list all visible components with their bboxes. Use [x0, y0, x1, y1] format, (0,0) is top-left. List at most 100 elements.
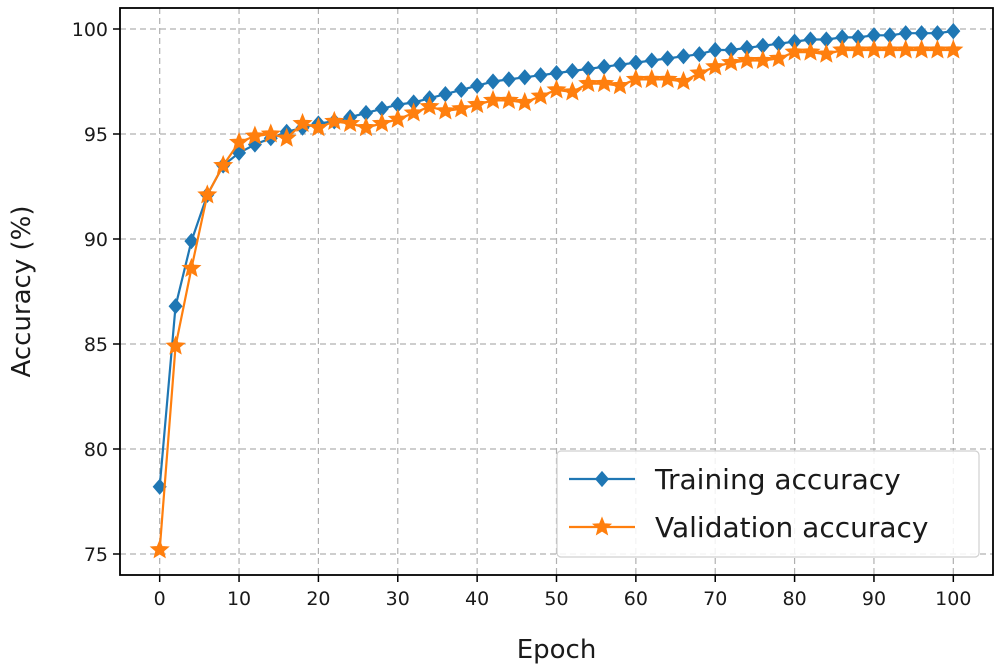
data-point: [517, 69, 532, 86]
data-point: [451, 98, 472, 118]
y-tick-label: 100: [72, 19, 108, 41]
data-point: [692, 46, 707, 63]
data-point: [736, 49, 758, 70]
data-point: [644, 52, 659, 69]
data-point: [943, 39, 964, 59]
data-point: [863, 39, 885, 59]
data-point: [832, 39, 853, 59]
data-point: [562, 81, 583, 101]
data-point: [485, 73, 501, 90]
x-axis-title: Epoch: [517, 635, 597, 665]
legend-box: [556, 450, 980, 558]
y-tick-label: 90: [84, 229, 108, 251]
x-tick-label: 40: [465, 588, 489, 610]
data-point: [660, 50, 675, 67]
y-axis-title: Accuracy (%): [7, 206, 37, 378]
data-point: [625, 68, 646, 88]
x-tick-label: 80: [782, 588, 806, 610]
data-point: [355, 117, 377, 137]
x-tick-label: 30: [386, 588, 410, 610]
data-point: [930, 25, 945, 42]
data-point: [628, 54, 643, 71]
y-tick-label: 80: [84, 439, 108, 461]
data-point: [705, 56, 726, 76]
data-point: [895, 39, 916, 59]
x-tick-label: 70: [703, 588, 727, 610]
legend: Training accuracy Validation accuracy: [556, 450, 980, 558]
data-point: [530, 85, 551, 105]
x-tick-label: 0: [154, 588, 166, 610]
data-point: [197, 184, 218, 204]
data-point: [371, 112, 392, 133]
data-point: [292, 112, 313, 133]
data-point: [721, 52, 742, 72]
data-point: [181, 257, 202, 277]
x-tick-label: 10: [227, 588, 251, 610]
legend-marker: [591, 516, 613, 536]
data-point: [419, 96, 440, 116]
data-point: [244, 125, 265, 145]
data-point: [641, 68, 662, 88]
y-tick-label: 75: [84, 544, 108, 566]
y-tick-label: 85: [84, 334, 108, 356]
series-validation: [149, 39, 964, 559]
data-point: [467, 94, 488, 114]
data-point: [708, 41, 723, 59]
legend-marker: [594, 470, 610, 488]
data-point: [546, 79, 567, 99]
data-point: [848, 39, 869, 59]
data-point: [609, 75, 631, 95]
data-point: [657, 68, 678, 88]
data-point: [501, 71, 516, 88]
legend-label: Training accuracy: [654, 463, 901, 496]
data-point: [454, 81, 469, 99]
data-point: [565, 62, 580, 80]
data-point: [533, 67, 548, 84]
x-tick-label: 50: [544, 588, 568, 610]
x-tick-label: 60: [624, 588, 648, 610]
data-point: [946, 22, 961, 40]
data-point: [768, 47, 789, 67]
series-layer: [149, 22, 964, 559]
data-point: [498, 89, 519, 109]
data-point: [594, 73, 615, 93]
data-point: [324, 110, 345, 130]
legend-item: Training accuracy: [569, 463, 901, 496]
data-point: [927, 39, 948, 59]
data-point: [911, 39, 932, 59]
data-point: [898, 25, 913, 42]
data-point: [149, 539, 170, 559]
ticks: 0 10 20 30 40 50 60 70 80 90 100 75 80 85 90 95 100: [72, 19, 972, 610]
data-point: [482, 89, 504, 109]
data-point: [549, 64, 564, 82]
data-point: [676, 48, 691, 65]
x-tick-label: 100: [935, 588, 971, 610]
x-tick-label: 20: [306, 588, 330, 610]
legend-label: Validation accuracy: [655, 511, 929, 544]
data-point: [168, 298, 183, 315]
data-point: [435, 100, 456, 120]
data-point: [752, 49, 773, 70]
data-point: [260, 123, 281, 143]
data-point: [387, 108, 408, 128]
data-point: [514, 91, 535, 112]
data-point: [470, 77, 485, 94]
data-point: [879, 39, 900, 59]
x-tick-label: 90: [862, 588, 886, 610]
data-point: [689, 62, 710, 82]
data-point: [914, 25, 929, 42]
data-point: [228, 131, 250, 151]
data-point: [784, 41, 805, 61]
data-point: [308, 117, 329, 137]
data-point: [213, 154, 234, 175]
data-point: [403, 102, 424, 122]
data-point: [165, 335, 186, 355]
data-point: [340, 112, 361, 133]
data-point: [612, 56, 628, 73]
legend-item: Validation accuracy: [569, 511, 929, 544]
y-tick-label: 95: [84, 124, 108, 146]
data-point: [673, 70, 694, 91]
data-point: [597, 58, 612, 75]
data-point: [800, 41, 821, 61]
